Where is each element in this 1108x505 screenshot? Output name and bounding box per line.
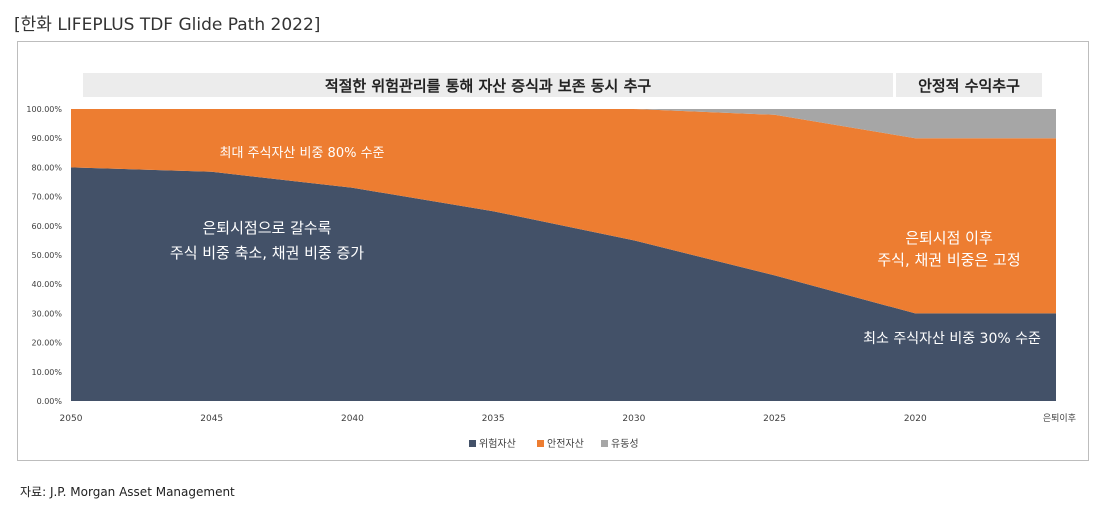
legend-swatch bbox=[537, 440, 544, 447]
chart-title: [한화 LIFEPLUS TDF Glide Path 2022] bbox=[14, 15, 321, 35]
banner-stable: 안정적 수익추구 bbox=[896, 73, 1042, 97]
legend-label: 유동성 bbox=[611, 438, 639, 450]
annotation-glide-line2: 주식 비중 축소, 채권 비중 증가 bbox=[170, 244, 364, 262]
source-note: 자료: J.P. Morgan Asset Management bbox=[20, 485, 235, 499]
y-tick-label: 30.00% bbox=[31, 309, 62, 318]
annotation-min-equity: 최소 주식자산 비중 30% 수준 bbox=[863, 331, 1041, 347]
y-tick-label: 70.00% bbox=[31, 193, 62, 202]
legend-label: 안전자산 bbox=[547, 438, 584, 450]
y-tick-label: 50.00% bbox=[31, 251, 62, 260]
x-tick-label: 2045 bbox=[200, 414, 223, 424]
area-series-1 bbox=[71, 109, 1056, 314]
y-tick-label: 80.00% bbox=[31, 163, 62, 172]
x-tick-label: 2030 bbox=[622, 414, 645, 424]
banner-growth: 적절한 위험관리를 통해 자산 증식과 보존 동시 추구 bbox=[83, 73, 893, 97]
x-tick-label: 2025 bbox=[763, 414, 786, 424]
y-tick-label: 10.00% bbox=[31, 368, 62, 377]
x-tick-label: 2035 bbox=[482, 414, 505, 424]
legend-swatch bbox=[601, 440, 608, 447]
area-series-0 bbox=[71, 167, 1056, 401]
x-tick-label: 2020 bbox=[904, 414, 927, 424]
y-tick-label: 90.00% bbox=[31, 134, 62, 143]
legend-label: 위험자산 bbox=[479, 437, 516, 450]
y-tick-label: 60.00% bbox=[31, 222, 62, 231]
area-series-2 bbox=[71, 109, 1056, 139]
y-tick-label: 40.00% bbox=[31, 280, 62, 289]
y-tick-label: 100.00% bbox=[26, 105, 62, 114]
x-tick-label: 2040 bbox=[341, 414, 364, 424]
annotation-glide-line1: 은퇴시점으로 갈수록 bbox=[203, 219, 332, 237]
annotation-fixed-line1: 은퇴시점 이후 bbox=[905, 229, 993, 247]
x-tick-label: 2050 bbox=[60, 414, 83, 424]
legend-swatch bbox=[469, 440, 476, 447]
y-tick-label: 0.00% bbox=[37, 397, 63, 406]
annotation-max-equity: 최대 주식자산 비중 80% 수준 bbox=[219, 146, 384, 161]
y-tick-label: 20.00% bbox=[31, 339, 62, 348]
annotation-fixed-line2: 주식, 채권 비중은 고정 bbox=[877, 251, 1020, 269]
x-tick-label: 은퇴이후 bbox=[1043, 413, 1076, 424]
